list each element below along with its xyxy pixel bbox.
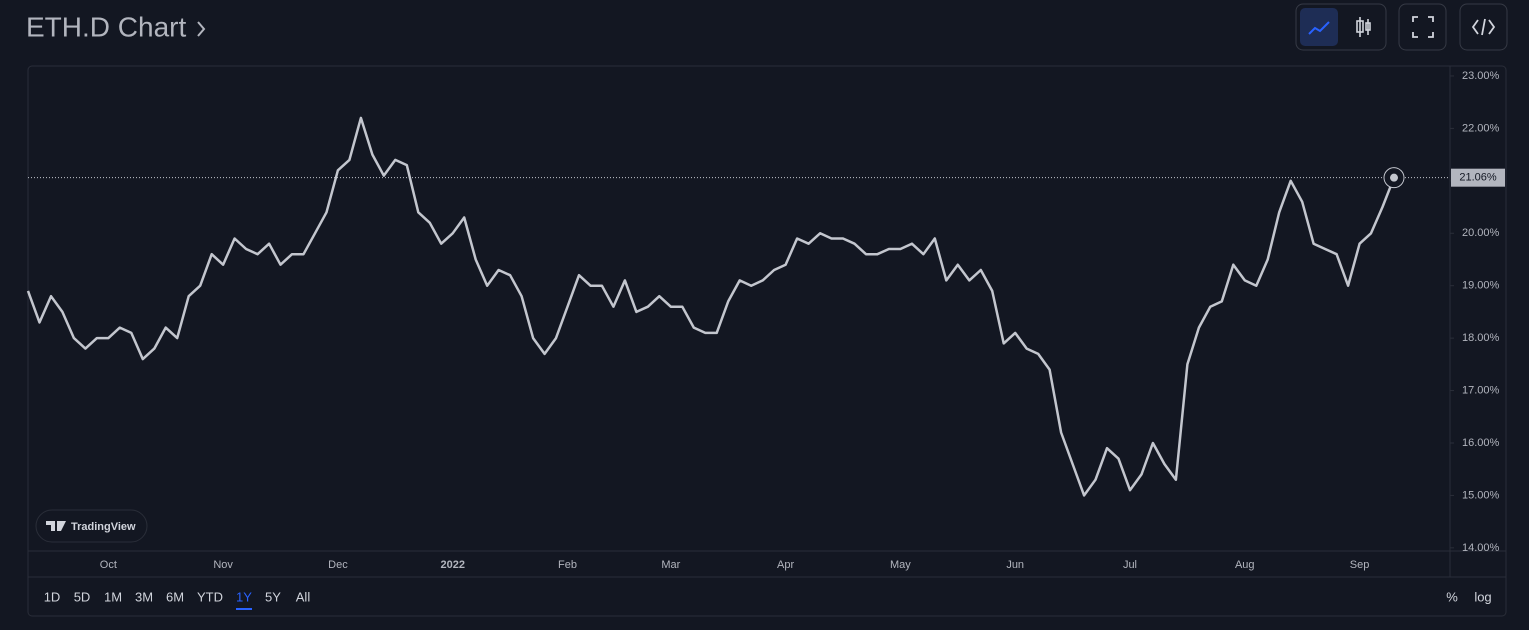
embed-icon [1471,18,1496,36]
range-button[interactable]: 6M [166,589,184,604]
scale-option[interactable]: % [1446,589,1458,604]
y-tick-label: 19.00% [1462,280,1500,292]
title-chevron[interactable] [197,21,206,37]
y-tick-label: 18.00% [1462,332,1500,344]
logo-badge[interactable] [35,509,148,543]
last-price-label: 21.06% [1459,172,1497,184]
price-line [26,116,1396,497]
x-tick-label: May [890,559,911,571]
range-button[interactable]: All [296,589,311,604]
range-button[interactable]: 3M [135,589,153,604]
chart-title: ETH.D Chart [26,11,186,42]
y-tick-label: 16.00% [1462,437,1500,449]
range-toolbar: 1D 5D 1M 3M 6M YTD 1Y 5Y All% log [44,589,1492,610]
candle-icon[interactable] [1356,17,1371,37]
x-tick-label: Aug [1235,559,1255,571]
range-button[interactable]: 1M [104,589,122,604]
fullscreen-icon [1412,16,1434,38]
y-tick-label: 15.00% [1462,489,1500,501]
x-tick-label: Dec [328,559,348,571]
embed-button[interactable] [1459,3,1508,51]
y-tick-label: 22.00% [1462,122,1500,134]
chart-panel [27,65,1507,617]
x-tick-label: Oct [100,559,117,571]
line-style-button[interactable] [1300,8,1338,46]
y-tick-label: 17.00% [1462,384,1500,396]
logo-text: TradingView [71,521,136,533]
scale-option[interactable]: log [1474,589,1491,604]
range-button[interactable]: 1D [44,589,61,604]
x-tick-label: Mar [661,559,680,571]
last-point [1390,173,1398,182]
plot: 14.00% 15.00% 16.00% 17.00% 18.00% 19.00% 20.0… [26,70,1505,571]
x-tick-label: 2022 [440,559,464,571]
x-tick-label: Nov [213,559,233,571]
fullscreen-button[interactable] [1398,3,1447,51]
range-button[interactable]: 5Y [265,589,281,604]
x-tick-label: Jul [1123,559,1137,571]
y-tick-label: 20.00% [1462,227,1500,239]
x-tick-label: Jun [1006,559,1024,571]
y-tick-label: 14.00% [1462,542,1500,554]
logo-icon [46,521,66,531]
chart-style-group [1295,3,1387,51]
x-tick-label: Feb [558,559,577,571]
x-tick-label: Sep [1350,559,1370,571]
range-button[interactable]: YTD [197,589,223,604]
last-price-tag [1451,168,1505,187]
range-button[interactable]: 1Y [236,589,252,604]
line-icon [1308,21,1330,35]
y-tick-label: 23.00% [1462,70,1500,82]
x-tick-label: Apr [777,559,794,571]
range-button[interactable]: 5D [74,589,91,604]
